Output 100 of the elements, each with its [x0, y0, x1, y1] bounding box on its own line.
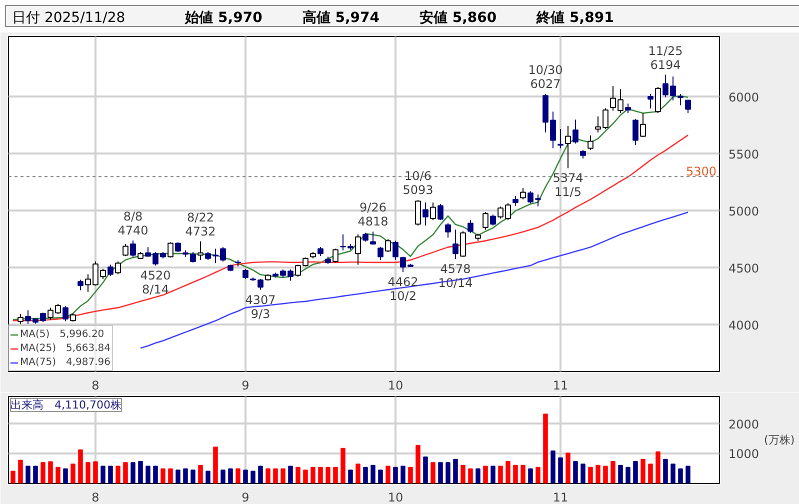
candlestick: [175, 242, 181, 252]
bar: [603, 466, 608, 484]
bar: [356, 464, 360, 484]
bar: [153, 466, 158, 484]
candlestick: [258, 278, 264, 290]
bar: [573, 460, 578, 484]
legend-label: MA(25) 5,663.84: [20, 342, 111, 355]
bar: [626, 466, 630, 484]
annotation: 8/8 4740: [118, 209, 148, 238]
bar: [48, 461, 53, 484]
bar: [123, 462, 128, 484]
candlestick: [385, 238, 391, 252]
bar: [146, 466, 150, 484]
bar: [400, 466, 406, 484]
candlestick: [625, 103, 631, 114]
candlestick: [482, 212, 488, 230]
bar: [686, 466, 690, 484]
y-axis-title: (万株): [764, 434, 795, 446]
bar: [416, 444, 420, 484]
bar: [228, 468, 233, 484]
annotation: 11/25 6194: [648, 44, 683, 72]
annotation: 4578 10/14: [438, 262, 473, 290]
bar: [160, 468, 166, 484]
candlestick: [392, 240, 398, 260]
legend-label: MA(5) 5,996.20: [20, 328, 104, 341]
bar: [100, 466, 106, 484]
bar: [378, 470, 383, 484]
candlestick: [355, 234, 361, 266]
candlestick: [520, 188, 526, 200]
x-tick-label: 9: [242, 490, 250, 504]
candlestick: [640, 112, 646, 138]
candlestick: [678, 94, 684, 106]
bar: [438, 462, 443, 484]
bar: [333, 466, 338, 484]
bar: [33, 466, 38, 484]
bar: [468, 468, 473, 484]
annotation: 4462 10/2: [388, 275, 418, 304]
bar: [633, 460, 638, 484]
candlestick: [415, 200, 421, 226]
y-tick-label: 6000: [728, 90, 760, 104]
bar: [280, 468, 286, 484]
candlestick: [685, 99, 691, 114]
y-tick-label: 5500: [728, 147, 760, 162]
bar: [340, 448, 346, 484]
annotation: 10/30 6027: [528, 62, 563, 91]
candlestick: [648, 94, 654, 109]
candlestick: [242, 268, 248, 280]
bar: [236, 468, 240, 484]
bar: [213, 446, 218, 484]
candlestick: [468, 220, 474, 234]
bar: [663, 458, 668, 484]
bar: [310, 466, 316, 484]
candlestick: [62, 306, 68, 322]
bar: [63, 468, 68, 484]
bar: [588, 466, 593, 484]
bar: [243, 470, 248, 484]
bar: [408, 466, 413, 484]
bar: [506, 460, 510, 484]
bar: [258, 466, 263, 484]
candlestick: [512, 196, 518, 206]
bar: [190, 470, 196, 484]
bar: [296, 466, 300, 484]
candlestick: [18, 314, 24, 324]
y-tick-label: 4000: [728, 318, 760, 332]
candlestick: [438, 204, 444, 221]
chart-title: 日付 2025/11/28: [12, 10, 126, 26]
candlestick: [632, 118, 638, 146]
candlestick: [430, 202, 436, 221]
annotation: 10/6 5093: [402, 169, 434, 198]
bar: [393, 466, 398, 484]
candlestick: [332, 248, 338, 263]
bar: [386, 466, 390, 484]
bar: [618, 464, 623, 484]
bar: [40, 462, 46, 484]
candlestick: [370, 231, 376, 246]
bar: [206, 470, 210, 484]
candlestick: [588, 135, 594, 150]
candlestick: [452, 229, 458, 260]
annotation: 出来高 4,110,700株: [10, 398, 122, 412]
bar: [513, 464, 518, 484]
bar: [558, 457, 563, 484]
candlestick: [108, 264, 114, 276]
candlestick: [78, 279, 84, 291]
candlestick: [490, 214, 496, 226]
bar: [198, 464, 203, 484]
line-series: [12, 134, 689, 322]
bar: [168, 468, 173, 484]
candlestick: [130, 240, 136, 258]
bar: [70, 464, 76, 484]
x-tick-label: 11: [552, 490, 568, 504]
bar: [78, 449, 83, 484]
bar: [363, 466, 368, 484]
annotation: 4520 8/14: [140, 268, 171, 297]
bar: [86, 462, 90, 484]
bar: [326, 466, 330, 484]
bar: [138, 460, 143, 484]
candlestick: [655, 86, 661, 114]
annotation: 4307 9/3: [245, 292, 276, 321]
bar: [423, 456, 428, 484]
candlestick: [168, 242, 174, 258]
